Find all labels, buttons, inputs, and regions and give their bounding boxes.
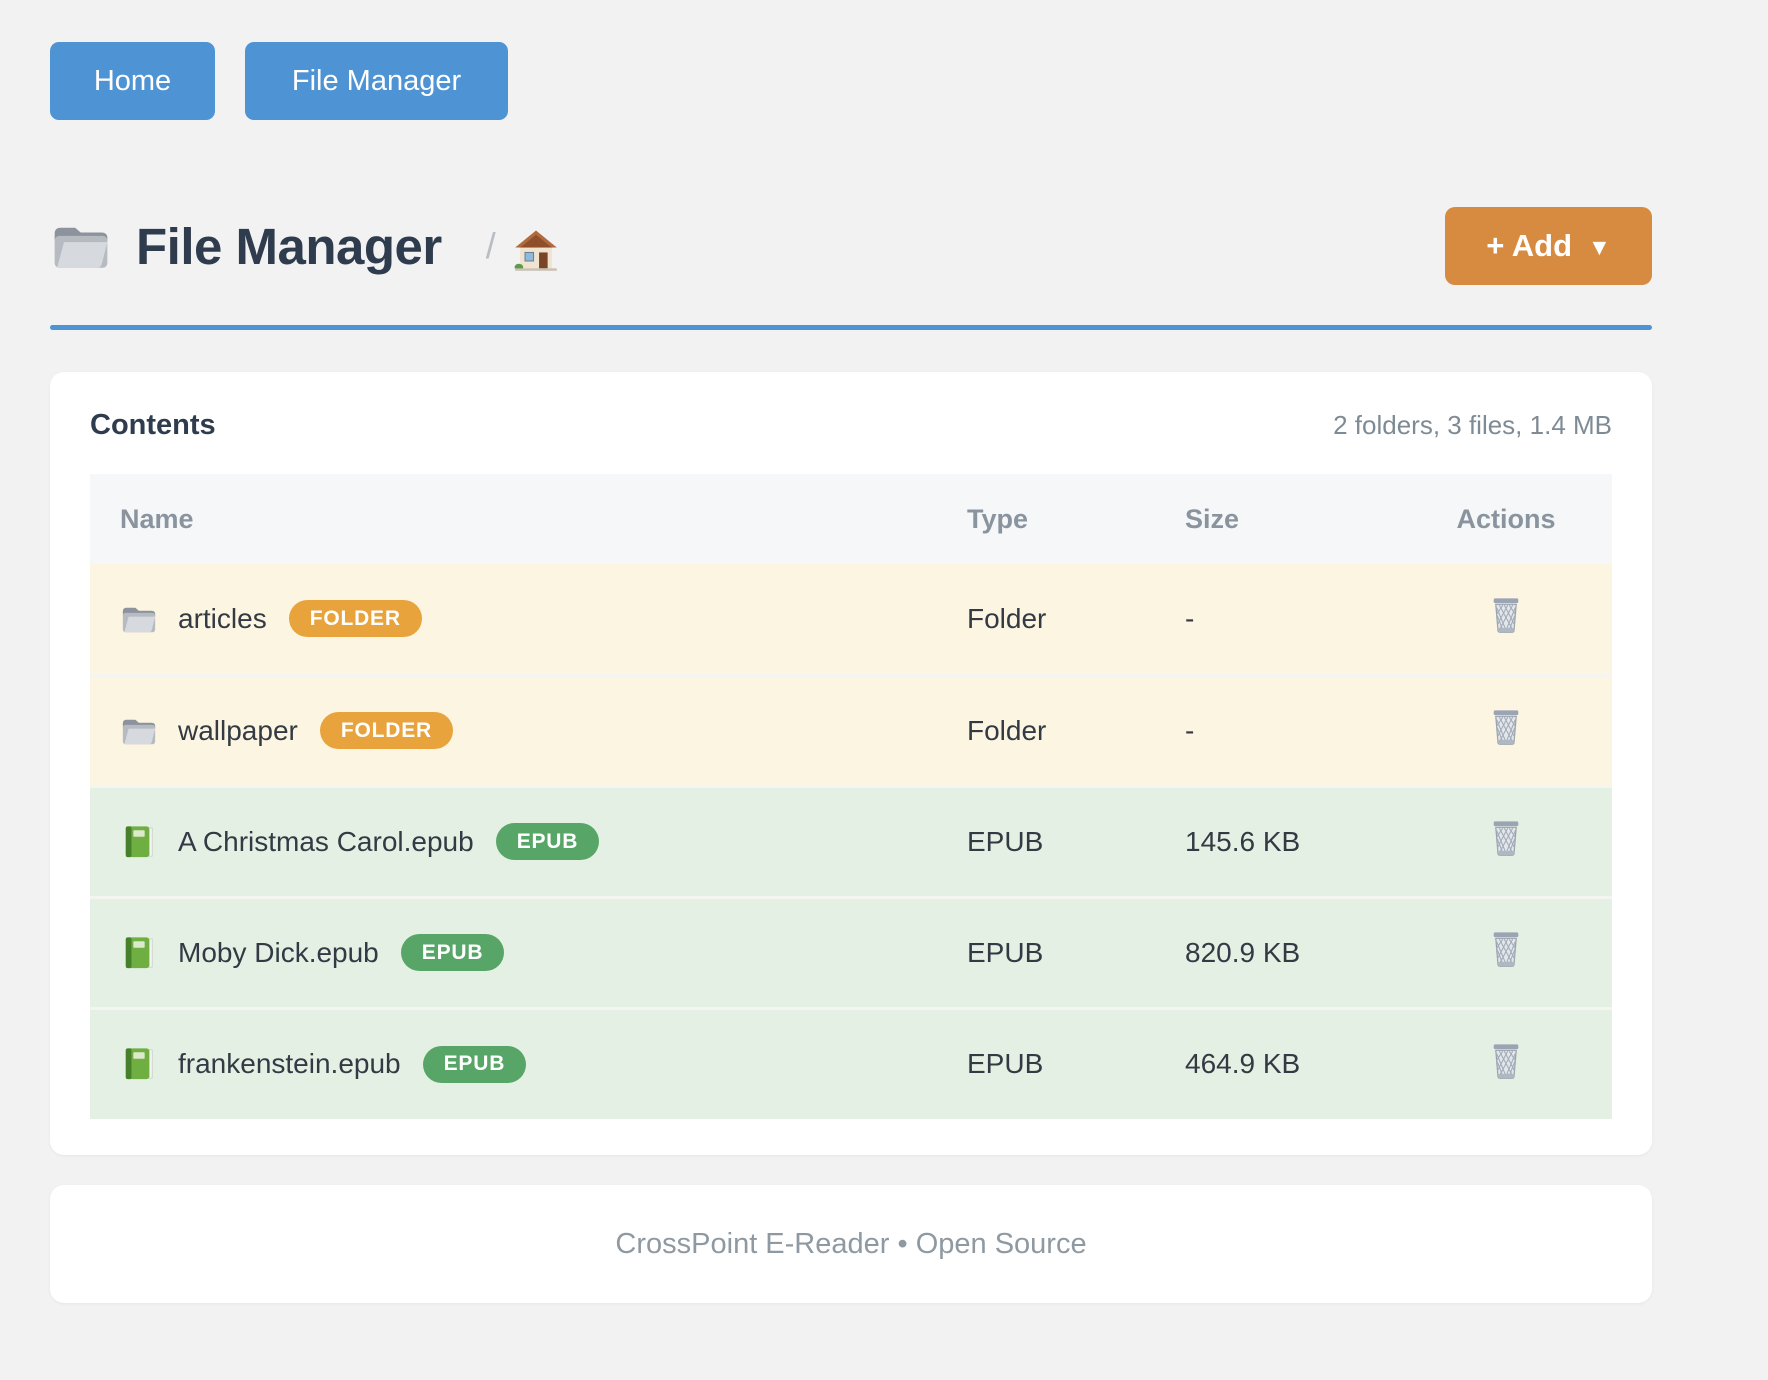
file-name[interactable]: wallpaper — [178, 714, 298, 746]
file-type: Folder — [967, 602, 1047, 634]
breadcrumb-separator: / — [485, 225, 496, 266]
files-table: Name Type Size Actions — [90, 474, 1612, 1119]
delete-button[interactable] — [1490, 1042, 1522, 1080]
table-header-row: Name Type Size Actions — [90, 474, 1612, 564]
epub-badge: EPUB — [495, 823, 600, 860]
delete-button[interactable] — [1490, 708, 1522, 746]
folder-icon — [54, 227, 108, 268]
green-book-icon — [125, 936, 153, 968]
file-name[interactable]: Moby Dick.epub — [178, 936, 379, 968]
table-row[interactable]: articles FOLDER Folder - — [90, 564, 1612, 675]
trash-icon — [1493, 710, 1519, 745]
folder-badge: FOLDER — [288, 600, 422, 638]
file-size: 464.9 KB — [1185, 1048, 1301, 1080]
file-type: Folder — [967, 714, 1047, 746]
page-header: File Manager / + Add ▼ — [50, 206, 1652, 286]
page-title-group: File Manager / — [50, 217, 558, 276]
footer-card: CrossPoint E-Reader • Open Source — [50, 1185, 1652, 1303]
delete-button[interactable] — [1490, 819, 1522, 857]
home-button[interactable]: Home — [50, 42, 215, 120]
file-size: 820.9 KB — [1185, 936, 1301, 968]
house-icon[interactable] — [514, 229, 558, 271]
contents-summary: 2 folders, 3 files, 1.4 MB — [1333, 409, 1612, 440]
epub-badge: EPUB — [422, 1045, 527, 1083]
folder-icon — [122, 607, 156, 633]
column-header-actions: Actions — [1400, 474, 1612, 564]
table-row[interactable]: frankenstein.epub EPUB EPUB 464.9 KB — [90, 1008, 1612, 1119]
contents-card-header: Contents 2 folders, 3 files, 1.4 MB — [90, 406, 1612, 444]
table-row[interactable]: A Christmas Carol.epub EPUB EPUB 145.6 K… — [90, 786, 1612, 897]
table-row[interactable]: wallpaper FOLDER Folder - — [90, 675, 1612, 786]
trash-icon — [1493, 1044, 1519, 1079]
add-button[interactable]: + Add ▼ — [1445, 207, 1652, 285]
file-type: EPUB — [967, 936, 1044, 968]
epub-badge: EPUB — [400, 934, 505, 971]
file-size: 145.6 KB — [1185, 825, 1301, 857]
file-manager-button[interactable]: File Manager — [245, 42, 508, 120]
trash-icon — [1493, 932, 1519, 967]
delete-button[interactable] — [1490, 930, 1522, 968]
page-title: File Manager — [136, 217, 442, 275]
contents-title: Contents — [90, 408, 216, 441]
trash-icon — [1493, 598, 1519, 634]
file-type: EPUB — [967, 1048, 1044, 1080]
add-button-label: + Add — [1486, 228, 1573, 263]
folder-badge: FOLDER — [319, 712, 453, 749]
file-size: - — [1185, 602, 1195, 634]
delete-button[interactable] — [1490, 596, 1522, 634]
file-name[interactable]: articles — [178, 602, 267, 634]
file-name[interactable]: frankenstein.epub — [178, 1048, 401, 1080]
top-nav: Home File Manager — [50, 42, 1652, 120]
file-name[interactable]: A Christmas Carol.epub — [178, 825, 474, 857]
column-header-size: Size — [1155, 474, 1400, 564]
caret-down-icon: ▼ — [1588, 233, 1611, 260]
trash-icon — [1493, 821, 1519, 856]
green-book-icon — [125, 1048, 153, 1080]
divider-rule — [50, 325, 1652, 330]
folder-icon — [122, 719, 156, 744]
column-header-name: Name — [90, 474, 937, 564]
table-row[interactable]: Moby Dick.epub EPUB EPUB 820.9 KB — [90, 897, 1612, 1008]
file-type: EPUB — [967, 825, 1044, 857]
footer-text: CrossPoint E-Reader • Open Source — [615, 1227, 1087, 1260]
contents-card: Contents 2 folders, 3 files, 1.4 MB Name… — [50, 372, 1652, 1155]
file-size: - — [1185, 714, 1195, 746]
green-book-icon — [125, 825, 153, 857]
column-header-type: Type — [937, 474, 1155, 564]
